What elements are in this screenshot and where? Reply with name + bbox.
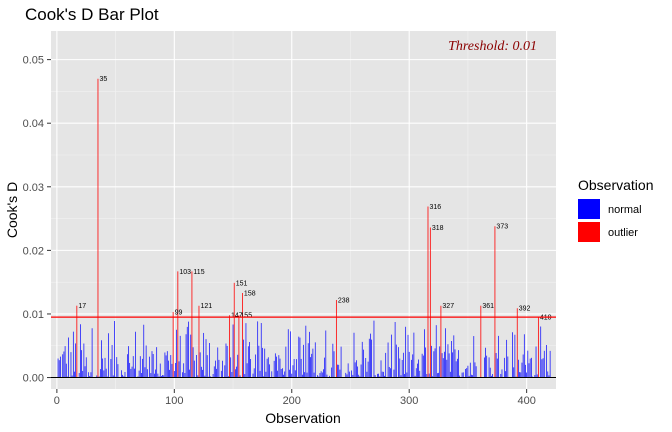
x-tick-label: 300	[400, 395, 418, 407]
outlier-labels: 17 35 99 103 115 121 147 151 155 158 238 316 318 327 3…	[78, 76, 551, 321]
outlier-label: 327	[442, 303, 454, 310]
outlier-label: 410	[540, 315, 552, 322]
outlier-label: 238	[338, 297, 350, 304]
x-tick-label: 400	[517, 395, 535, 407]
legend-key-normal	[578, 199, 600, 219]
grid-major	[51, 31, 556, 389]
legend-label-normal: normal	[608, 204, 642, 216]
outlier-label: 99	[175, 310, 183, 317]
x-axis-title: Observation	[265, 410, 340, 426]
y-axis-title: Cook's D	[4, 182, 20, 238]
outlier-label: 35	[99, 76, 107, 83]
outlier-label: 121	[200, 303, 212, 310]
y-tick-label: 0.00	[23, 373, 44, 385]
y-tick-label: 0.04	[23, 118, 44, 130]
x-tick-label: 0	[54, 395, 60, 407]
outlier-label: 373	[496, 224, 508, 231]
x-tick-label: 100	[165, 395, 183, 407]
y-axis: 0.00 0.01 0.02 0.03 0.04 0.05	[23, 55, 51, 385]
x-tick-label: 200	[283, 395, 301, 407]
outlier-label: 316	[429, 204, 441, 211]
outlier-label: 158	[244, 290, 256, 297]
outlier-label: 155	[240, 313, 252, 320]
threshold-label: Threshold: 0.01	[448, 39, 537, 54]
outlier-label: 151	[236, 280, 248, 287]
bars	[57, 78, 551, 378]
outlier-label: 392	[519, 306, 531, 313]
outlier-label: 318	[432, 225, 444, 232]
x-axis: 0 100 200 300 400	[54, 389, 536, 407]
legend-title: Observation	[578, 177, 653, 193]
legend-key-outlier	[578, 222, 600, 242]
y-tick-label: 0.03	[23, 182, 44, 194]
outlier-label: 103	[179, 269, 191, 276]
legend: Observation normal outlier	[578, 177, 653, 242]
outlier-label: 147	[231, 313, 243, 320]
outlier-label: 361	[482, 303, 494, 310]
outlier-label: 17	[78, 303, 86, 310]
y-tick-label: 0.02	[23, 245, 44, 257]
y-tick-label: 0.01	[23, 309, 44, 321]
legend-label-outlier: outlier	[608, 227, 638, 239]
outlier-label: 115	[193, 269, 204, 276]
chart-title: Cook's D Bar Plot	[25, 5, 159, 24]
plot-panel	[51, 31, 556, 389]
y-tick-label: 0.05	[23, 55, 44, 67]
